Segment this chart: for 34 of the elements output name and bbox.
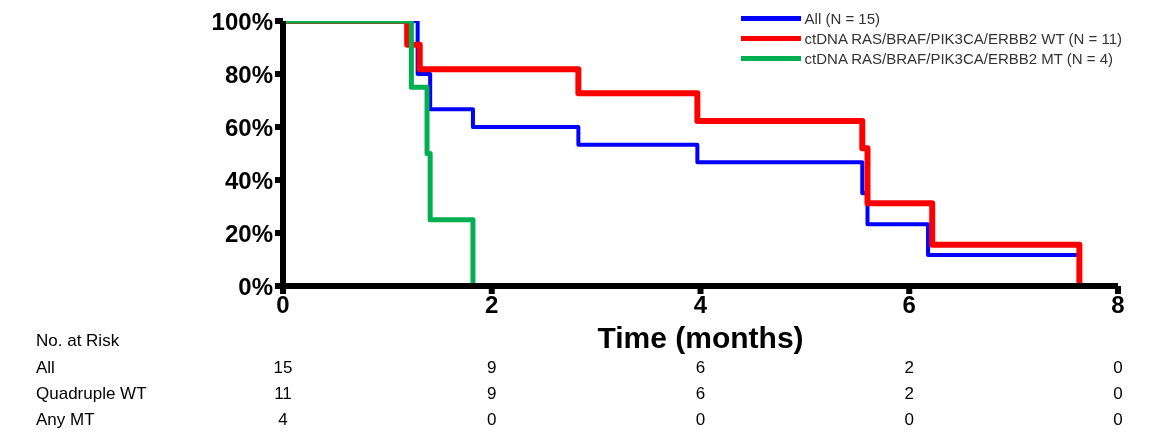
y-tick-label: 100% <box>211 7 273 35</box>
y-tick-label: 80% <box>224 60 273 88</box>
text: Quadruple WT <box>36 384 147 404</box>
x-axis-title: Time (months) <box>596 321 805 355</box>
text: 15 <box>272 358 294 378</box>
text: 0 <box>903 410 915 430</box>
legend-label: All (N = 15) <box>804 9 880 27</box>
text: 2 <box>903 384 915 404</box>
text: 0 <box>1112 358 1124 378</box>
text: 2 <box>903 358 915 378</box>
text: 4 <box>277 410 289 430</box>
text: 6 <box>694 358 707 378</box>
text: No. at Risk <box>36 331 120 351</box>
text: 0 <box>694 410 707 430</box>
y-tick-label: 40% <box>224 166 273 194</box>
text: 6 <box>694 384 707 404</box>
x-tick-label: 8 <box>1111 291 1125 319</box>
x-tick-label: 6 <box>902 291 916 319</box>
text: 0 <box>486 410 498 430</box>
text: 11 <box>273 384 293 404</box>
x-tick-label: 2 <box>485 291 499 319</box>
y-tick-label: 0% <box>238 272 273 300</box>
x-tick-label: 4 <box>693 291 708 319</box>
y-tick-label: 20% <box>224 219 273 247</box>
y-tick-label: 60% <box>224 113 273 141</box>
text: 0 <box>1112 410 1124 430</box>
legend-label: ctDNA RAS/BRAF/PIK3CA/ERBB2 WT (N = 11) <box>804 29 1122 47</box>
x-tick-label: 0 <box>276 291 290 319</box>
legend-label: ctDNA RAS/BRAF/PIK3CA/ERBB2 MT (N = 4) <box>804 49 1114 67</box>
text: 9 <box>486 384 498 404</box>
text: All <box>36 358 55 378</box>
text: 0 <box>1112 384 1124 404</box>
text: 9 <box>486 358 498 378</box>
text: Any MT <box>36 410 95 430</box>
